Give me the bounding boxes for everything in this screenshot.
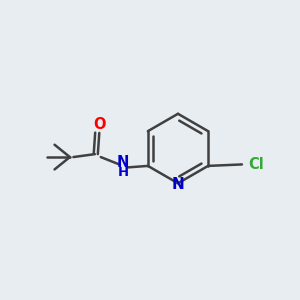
Text: O: O bbox=[93, 117, 106, 132]
Text: N: N bbox=[117, 154, 129, 169]
Text: N: N bbox=[172, 177, 184, 192]
Text: Cl: Cl bbox=[248, 157, 264, 172]
Text: H: H bbox=[117, 166, 128, 179]
